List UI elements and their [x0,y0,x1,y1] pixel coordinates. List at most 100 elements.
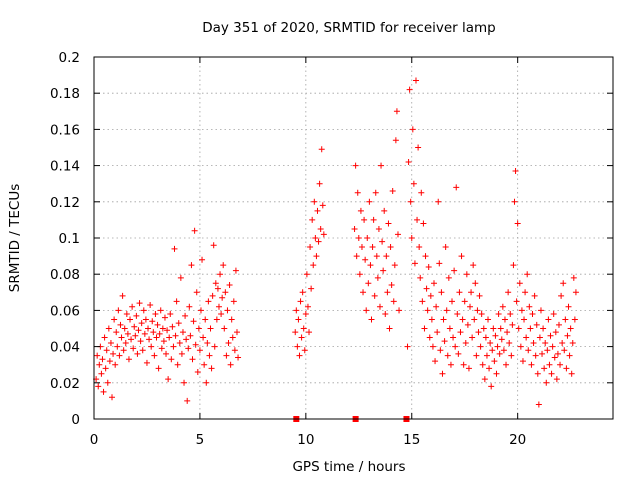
y-tick-label: 0.02 [50,376,80,392]
data-point [169,323,176,330]
data-point [233,329,240,336]
data-point [369,244,376,251]
data-point [353,253,360,260]
data-point [139,347,146,354]
data-point [572,289,579,296]
data-point [206,352,213,359]
data-point [527,325,534,332]
data-point [127,316,134,323]
data-point [444,352,451,359]
data-point [489,347,496,354]
data-point [376,303,383,310]
data-point [426,334,433,341]
data-point [232,267,239,274]
data-point [116,352,123,359]
data-point [514,220,521,227]
data-point [226,282,233,289]
data-point [225,339,232,346]
data-point [379,238,386,245]
data-point [200,334,207,341]
data-point [153,334,160,341]
data-point [436,260,443,267]
data-point [202,316,209,323]
data-point [388,282,395,289]
data-point [509,321,516,328]
data-point [193,289,200,296]
data-point [456,289,463,296]
data-point [362,256,369,263]
y-axis-label: SRMTID / TECUs [7,184,23,292]
data-point [508,352,515,359]
data-point [159,325,166,332]
data-point [110,350,117,357]
data-point [406,86,413,93]
data-point [99,356,106,363]
data-point [130,345,137,352]
data-point [465,365,472,372]
data-point [220,262,227,269]
data-point [298,334,305,341]
data-point [548,370,555,377]
data-point [380,267,387,274]
data-point [214,285,221,292]
data-point [219,294,226,301]
data-point [535,401,542,408]
data-point [364,235,371,241]
data-point [507,311,514,318]
data-point [504,329,511,336]
data-point [147,301,154,308]
data-point [154,321,161,328]
data-point [390,298,397,305]
data-point [411,260,418,267]
data-point [471,316,478,323]
data-point [140,307,147,314]
data-point [191,227,198,234]
data-point [373,253,380,260]
data-point [428,316,435,323]
data-point [363,307,370,314]
data-point [565,303,572,310]
data-point [519,358,526,365]
y-axis: 0 0.02 0.04 0.06 0.08 0.1 0.12 0.14 0.16 0.18 0.2 [50,50,613,428]
data-point [158,345,165,352]
data-point [366,198,373,205]
data-point [415,144,422,151]
data-point [115,307,122,314]
data-point [516,280,523,287]
data-point [549,343,556,350]
data-point [495,311,502,318]
data-point [310,262,317,269]
data-point [532,352,539,359]
data-point [552,329,559,336]
data-point [518,307,525,314]
data-point [165,376,172,383]
data-point [371,292,378,299]
data-point [109,394,116,401]
data-point [420,220,427,227]
data-point [235,354,242,361]
data-point [530,339,537,346]
data-point [316,180,323,187]
data-point [555,321,562,328]
data-point [166,334,173,341]
data-point [385,220,392,227]
x-tick-label: 20 [509,432,526,448]
data-point [482,334,489,341]
data-point [308,285,315,292]
data-point [474,307,481,314]
data-point [141,330,148,337]
data-point [143,359,150,366]
data-point [545,316,552,323]
data-point [421,325,428,332]
data-point [301,347,308,354]
data-point [160,338,167,345]
data-point [111,316,118,323]
data-point [319,202,326,209]
data-point [203,379,210,386]
data-point [475,329,482,336]
data-point [464,321,471,328]
data-point [523,334,530,341]
data-point [122,339,129,346]
data-point [102,365,109,372]
data-point [119,292,126,299]
